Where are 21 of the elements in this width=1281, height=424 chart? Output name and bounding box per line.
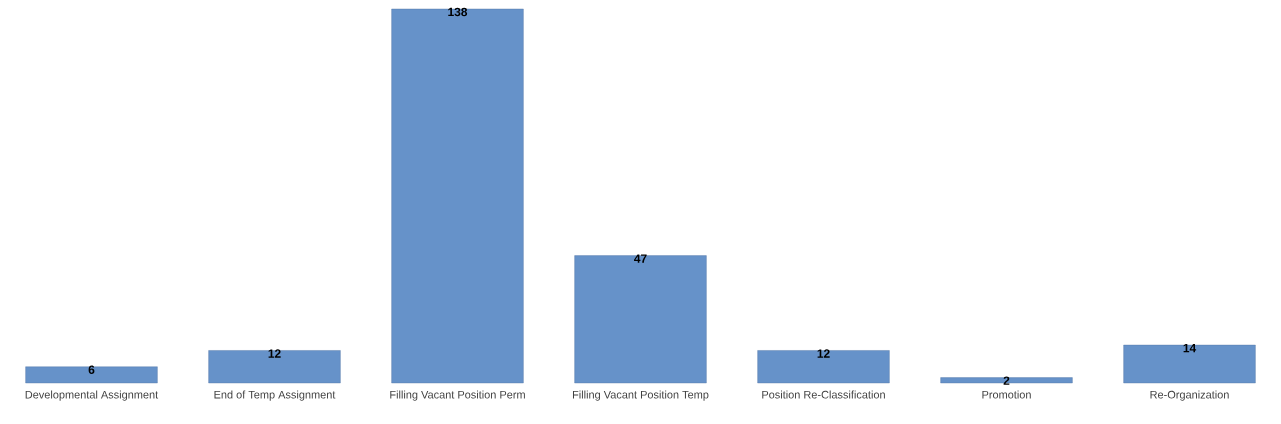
data-label: 47 — [634, 254, 647, 263]
data-label: 14 — [1183, 343, 1197, 353]
data-label: 12 — [268, 349, 281, 358]
x-tick-label: Re-Organization — [1150, 390, 1229, 401]
bar — [25, 366, 158, 384]
x-tick-label: Position Re-Classification — [762, 390, 885, 399]
bar — [757, 350, 890, 384]
data-label: 6 — [88, 365, 95, 374]
data-label: 2 — [1003, 376, 1010, 385]
bar — [940, 377, 1073, 384]
x-tick-label: Promotion — [982, 390, 1031, 399]
x-tick-label: Developmental Assignment — [25, 390, 159, 401]
bar — [1123, 344, 1256, 384]
data-label: 12 — [817, 349, 830, 358]
bar — [208, 350, 341, 384]
x-tick-label: Filling Vacant Position Temp — [572, 390, 709, 401]
x-tick-label: End of Temp Assignment — [214, 390, 336, 401]
x-tick-label: Filling Vacant Position Perm — [390, 390, 525, 401]
bar — [574, 255, 707, 384]
bar — [391, 8, 524, 384]
data-label: 138 — [448, 7, 468, 17]
